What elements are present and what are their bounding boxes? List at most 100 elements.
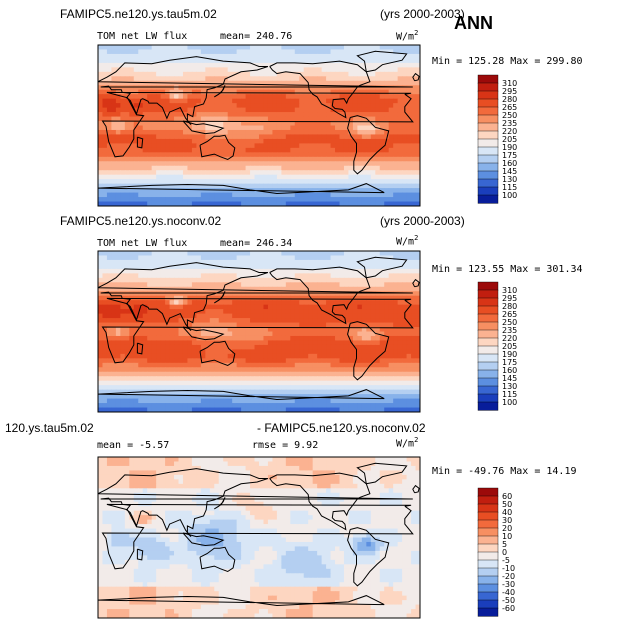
map-cell xyxy=(129,362,135,368)
map-cell xyxy=(290,98,296,104)
map-cell xyxy=(326,116,332,122)
map-cell xyxy=(165,170,171,176)
map-cell xyxy=(388,251,394,257)
map-cell xyxy=(317,71,323,77)
map-cell xyxy=(326,389,332,395)
map-cell xyxy=(147,358,153,364)
map-cell xyxy=(98,344,104,350)
map-cell xyxy=(124,335,130,342)
map-cell xyxy=(218,161,224,167)
map-cell xyxy=(245,192,251,198)
map-cell xyxy=(397,116,403,122)
map-cell xyxy=(259,71,265,77)
map-cell xyxy=(124,152,130,158)
map-cell xyxy=(250,304,256,310)
map-cell xyxy=(236,300,242,306)
map-cell xyxy=(111,147,117,153)
map-cell xyxy=(402,58,408,64)
map-cell xyxy=(299,327,305,333)
map-cell xyxy=(290,362,296,368)
map-cell xyxy=(411,116,417,122)
map-cell xyxy=(393,103,399,109)
map-cell xyxy=(142,335,148,342)
map-cell xyxy=(326,170,332,176)
map-cell xyxy=(236,85,242,91)
map-cell xyxy=(160,353,166,359)
map-cell xyxy=(357,147,363,153)
map-cell xyxy=(370,353,376,359)
map-cell xyxy=(339,318,345,324)
map-cell xyxy=(388,53,394,60)
map-cell xyxy=(299,318,305,324)
map-cell xyxy=(335,107,341,113)
map-cell xyxy=(160,322,166,328)
map-cell xyxy=(402,165,408,171)
panel3-rmse: rmse = 9.92 xyxy=(252,440,319,451)
map-cell xyxy=(205,179,211,185)
map-cell xyxy=(227,147,233,153)
map-cell xyxy=(241,371,247,377)
map-cell xyxy=(98,353,104,359)
map-cell xyxy=(415,138,420,144)
map-cell xyxy=(142,121,148,127)
map-cell xyxy=(397,129,403,136)
map-cell xyxy=(218,152,224,158)
map-cell xyxy=(397,353,403,359)
map-cell xyxy=(267,129,274,136)
map-cell xyxy=(129,255,135,261)
map-cell xyxy=(361,201,367,206)
map-cell xyxy=(312,107,318,113)
map-cell xyxy=(223,331,229,337)
map-cell xyxy=(348,349,354,355)
map-cell xyxy=(245,389,251,395)
map-cell xyxy=(370,313,376,319)
map-cell xyxy=(115,282,121,288)
map-cell xyxy=(169,255,175,261)
map-cell xyxy=(361,282,367,288)
map-cell xyxy=(165,376,171,382)
map-cell xyxy=(299,134,305,140)
map-cell xyxy=(370,121,376,127)
map-cell xyxy=(361,367,367,373)
map-cell xyxy=(218,49,224,55)
map-cell xyxy=(227,58,233,64)
map-cell xyxy=(326,85,332,91)
map-cell xyxy=(281,268,287,274)
map-cell xyxy=(205,362,211,368)
map-cell xyxy=(241,192,247,198)
map-cell xyxy=(281,358,287,364)
map-cell xyxy=(343,367,350,373)
map-cell xyxy=(406,129,412,136)
map-cell xyxy=(223,121,229,127)
map-cell xyxy=(402,112,408,118)
map-cell xyxy=(308,71,314,77)
map-cell xyxy=(406,62,412,68)
map-cell xyxy=(402,94,408,100)
map-cell xyxy=(138,313,144,319)
map-cell xyxy=(267,197,274,203)
map-cell xyxy=(138,80,144,86)
map-cell xyxy=(375,282,381,288)
map-cell xyxy=(138,286,144,292)
map-cell xyxy=(196,143,202,149)
map-cell xyxy=(156,179,162,185)
map-cell xyxy=(263,309,269,315)
map-cell xyxy=(335,94,341,100)
map-cell xyxy=(272,98,278,104)
map-cell xyxy=(402,179,408,185)
map-cell xyxy=(348,98,354,104)
map-cell xyxy=(335,286,341,292)
map-cell xyxy=(138,49,144,55)
map-cell xyxy=(227,129,233,136)
map-cell xyxy=(174,277,180,283)
map-cell xyxy=(245,112,251,118)
map-cell xyxy=(241,76,247,82)
map-cell xyxy=(98,255,104,261)
map-cell xyxy=(165,121,171,127)
map-cell xyxy=(160,367,166,373)
map-cell xyxy=(321,45,327,51)
map-cell xyxy=(138,259,144,266)
map-cell xyxy=(352,309,358,315)
map-cell xyxy=(191,94,197,100)
map-cell xyxy=(142,201,148,206)
